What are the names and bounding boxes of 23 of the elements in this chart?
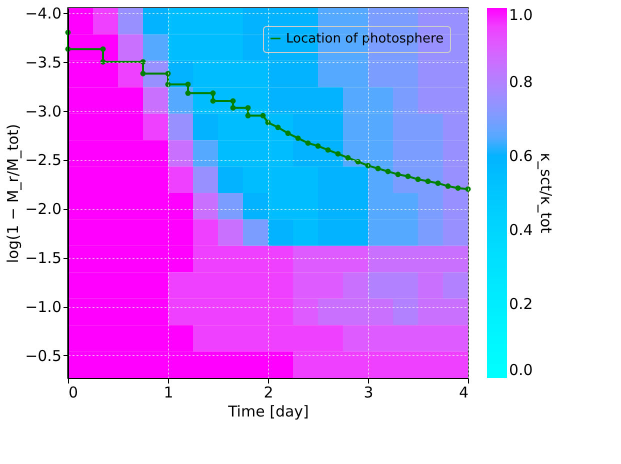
y-tick-label: −1.5 xyxy=(25,249,62,268)
x-tick-label: 1 xyxy=(164,384,174,402)
color-bar-label: 0.6 xyxy=(509,147,533,165)
x-tick-label: 3 xyxy=(364,384,374,402)
x-tick-label: 4 xyxy=(458,384,468,402)
y-tick-label: −1.0 xyxy=(25,298,62,316)
color-bar-label: 0.8 xyxy=(509,73,533,91)
y-tick-label: −2.5 xyxy=(25,151,62,170)
y-tick-label: −3.0 xyxy=(25,102,62,120)
legend-label: Location of photosphere xyxy=(286,32,444,46)
color-bar-label: 0.0 xyxy=(509,361,533,379)
color-bar-title: κ_sct/κ_tot xyxy=(537,152,555,234)
x-tick-label: 2 xyxy=(264,384,274,402)
x-tick-label: 0 xyxy=(68,384,78,402)
color-bar-label: 0.2 xyxy=(509,295,533,313)
color-bar-label: 0.4 xyxy=(509,221,533,239)
y-axis-title: log(1 − M_r/M_tot) xyxy=(4,124,22,264)
y-tick-label: −4.0 xyxy=(25,4,62,22)
y-tick-label: −0.5 xyxy=(25,346,62,365)
y-tick-label: −2.0 xyxy=(25,200,62,218)
x-axis-title: Time [day] xyxy=(227,402,309,420)
color-bar-label: 1.0 xyxy=(509,6,533,24)
y-tick-label: −3.5 xyxy=(25,53,62,72)
